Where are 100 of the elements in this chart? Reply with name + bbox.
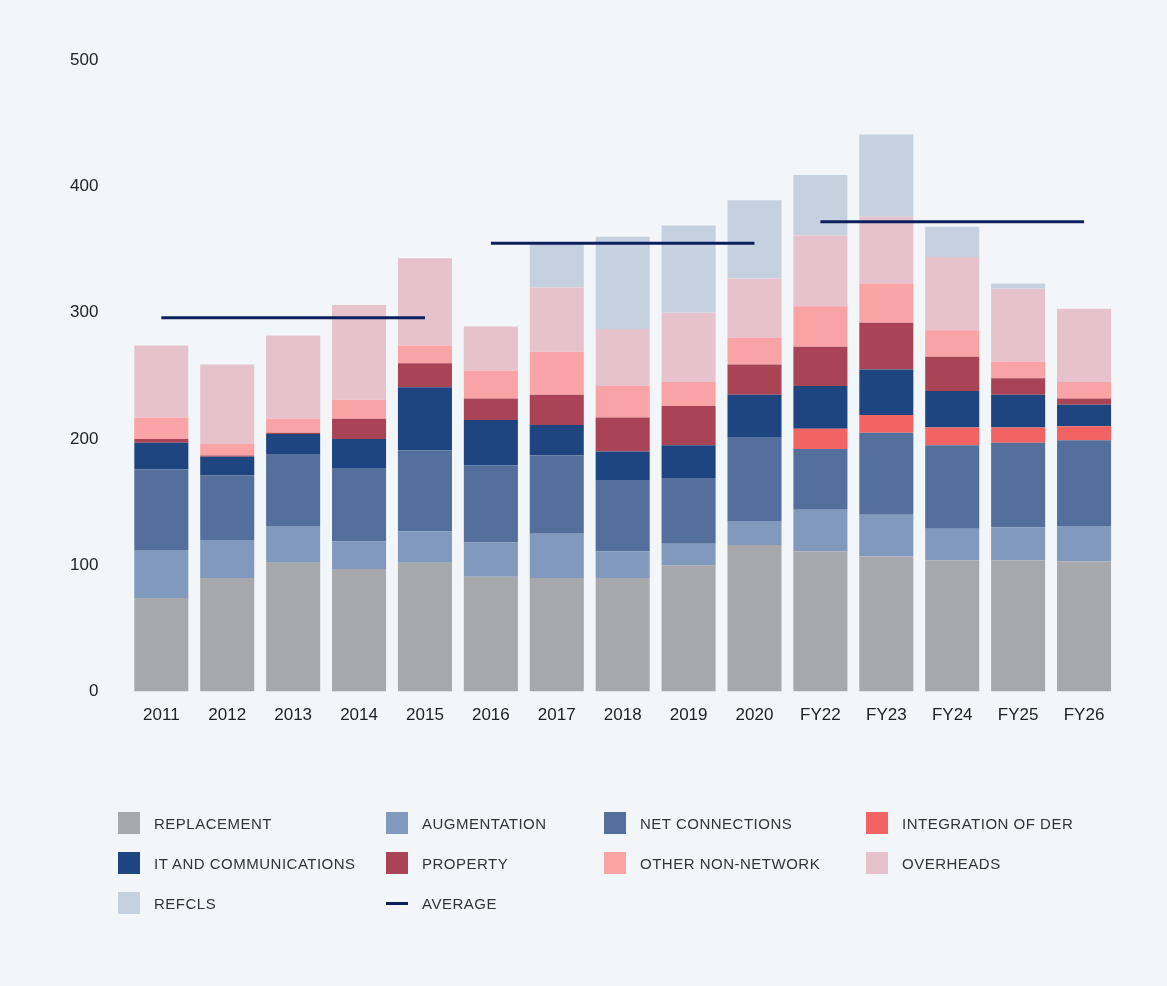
bar: [332, 438, 387, 469]
bar: [266, 526, 321, 563]
x-tick-label: 2012: [208, 705, 247, 725]
legend-label: PROPERTY: [422, 854, 509, 872]
bar: [1057, 404, 1112, 427]
bar: [200, 364, 255, 445]
x-tick-label: FY22: [800, 705, 841, 725]
bar: [529, 287, 584, 352]
bar: [925, 330, 980, 357]
bar: [991, 394, 1046, 428]
bar: [925, 445, 980, 529]
bar: [397, 258, 452, 346]
bar: [925, 356, 980, 391]
bar: [266, 433, 321, 455]
bar: [661, 225, 716, 313]
bar: [397, 531, 452, 563]
y-tick-label: 400: [69, 176, 99, 196]
bar: [134, 345, 189, 418]
bar: [859, 216, 914, 284]
bar: [332, 541, 387, 570]
legend-label: AVERAGE: [422, 894, 497, 912]
bar: [991, 283, 1046, 289]
bar: [661, 312, 716, 383]
legend-label: REPLACEMENT: [154, 814, 273, 832]
bar: [266, 454, 321, 527]
bar: [595, 236, 650, 330]
bar: [793, 306, 848, 347]
x-tick-label: 2011: [143, 705, 180, 725]
bar: [397, 450, 452, 532]
bar: [925, 427, 980, 446]
bar: [529, 394, 584, 426]
x-tick-label: 2019: [669, 705, 708, 725]
bar: [529, 351, 584, 395]
bar: [1057, 426, 1112, 441]
bar: [134, 442, 189, 470]
bar: [595, 329, 650, 386]
bar: [134, 417, 189, 439]
bar: [397, 562, 452, 692]
bar: [529, 533, 584, 578]
bar: [332, 569, 387, 692]
legend-label: INTEGRATION OF DER: [902, 814, 1074, 832]
bar: [991, 361, 1046, 379]
bar: [727, 364, 782, 395]
bar: [266, 335, 321, 419]
legend-label: OVERHEADS: [902, 854, 1001, 872]
bar: [595, 417, 650, 452]
bar: [332, 399, 387, 419]
bar: [463, 370, 518, 399]
bar: [1057, 382, 1112, 399]
legend-label: IT AND COMMUNICATIONS: [154, 854, 356, 872]
bar: [463, 398, 518, 421]
bar: [991, 427, 1046, 443]
bar: [200, 444, 255, 456]
legend-label: AUGMENTATION: [422, 814, 547, 832]
bar: [661, 565, 716, 692]
bar: [859, 283, 914, 323]
bar: [463, 465, 518, 543]
bar: [925, 560, 980, 692]
bar: [793, 449, 848, 510]
x-tick-label: 2020: [735, 705, 774, 725]
x-tick-label: FY26: [1063, 705, 1105, 725]
bar: [727, 437, 782, 522]
bar: [463, 542, 518, 577]
bar: [793, 509, 848, 552]
legend-label: REFCLS: [154, 894, 217, 912]
bar: [925, 226, 980, 258]
y-tick-label: 100: [69, 554, 99, 574]
y-tick-label: 0: [88, 681, 99, 701]
bar: [793, 551, 848, 692]
bar: [463, 326, 518, 371]
bar: [1057, 398, 1112, 405]
bar: [925, 257, 980, 331]
bar: [991, 527, 1046, 561]
x-tick-label: 2017: [537, 705, 576, 725]
bar: [332, 305, 387, 400]
bar: [595, 480, 650, 552]
bar: [134, 469, 189, 551]
bar: [397, 387, 452, 451]
bar: [595, 385, 650, 418]
y-tick-label: 300: [69, 302, 99, 322]
bar: [727, 337, 782, 365]
bar: [200, 456, 255, 476]
bar: [859, 432, 914, 515]
legend-label: OTHER NON-NETWORK: [640, 854, 821, 872]
bar: [793, 235, 848, 307]
bar: [727, 278, 782, 338]
bar: [859, 514, 914, 557]
bar: [991, 442, 1046, 528]
bar: [1057, 440, 1112, 527]
y-tick-label: 500: [69, 49, 99, 69]
bar: [859, 414, 914, 433]
bar: [200, 577, 255, 692]
x-tick-label: 2016: [471, 705, 510, 725]
bar: [134, 438, 189, 443]
bar: [793, 428, 848, 450]
bar: [793, 174, 848, 236]
bar: [266, 562, 321, 692]
bar: [595, 551, 650, 578]
bar: [859, 134, 914, 217]
x-tick-label: 2015: [406, 705, 444, 725]
